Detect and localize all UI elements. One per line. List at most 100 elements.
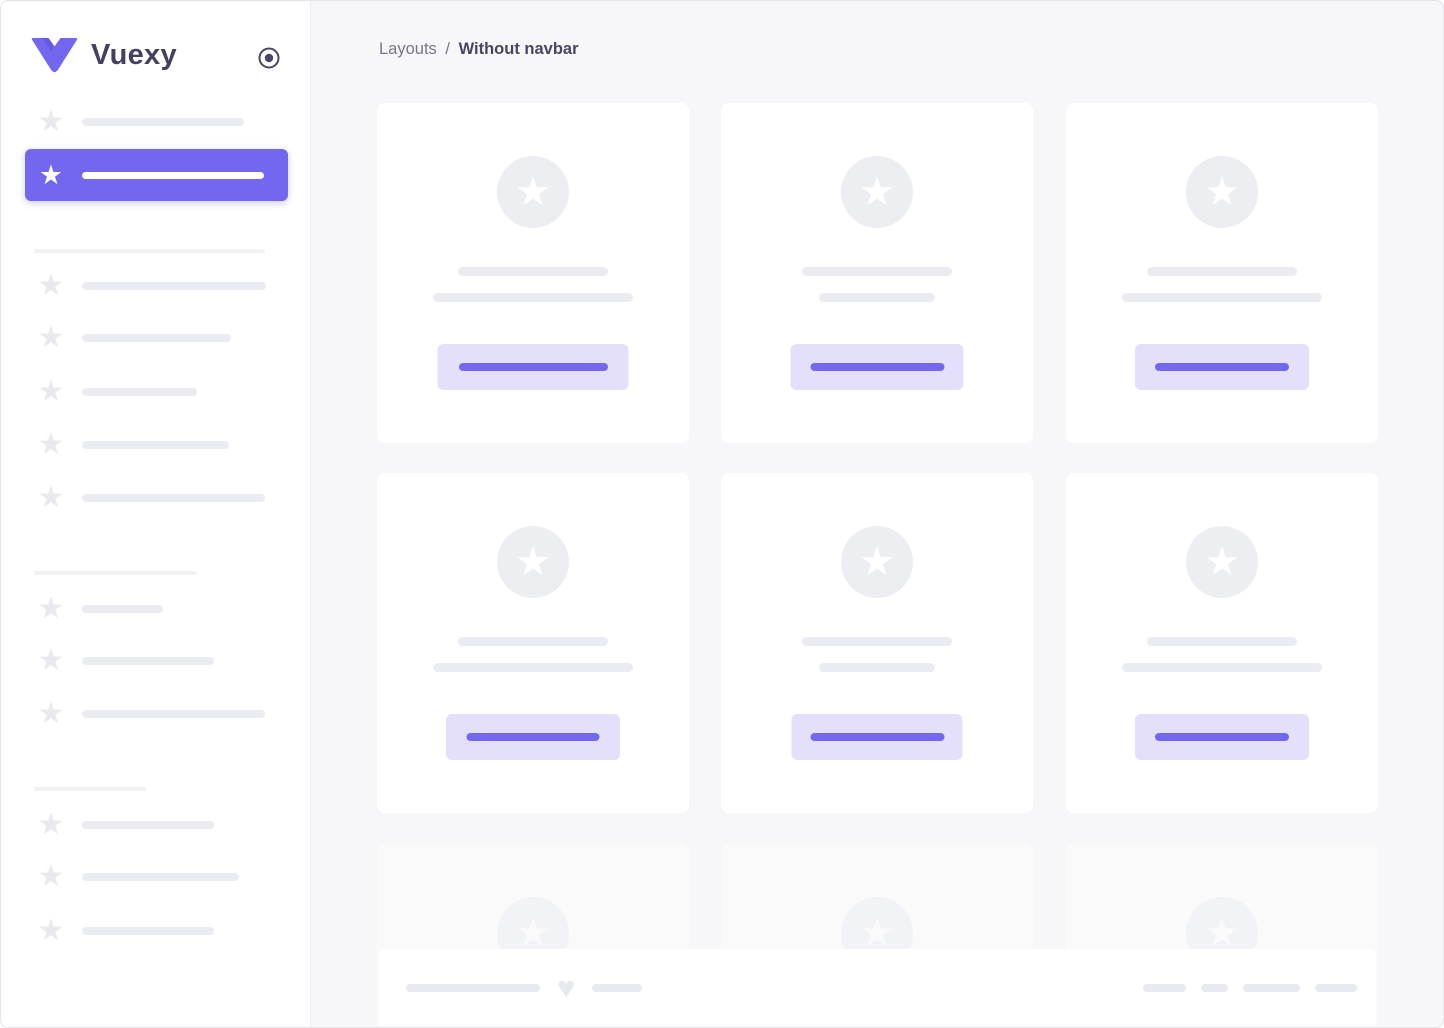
sidebar-item[interactable]: ★ xyxy=(25,366,288,418)
menu-label-skeleton xyxy=(82,282,266,290)
star-badge: ★ xyxy=(497,526,569,598)
sidebar-item[interactable]: ★ xyxy=(25,635,288,687)
radio-dot-icon[interactable] xyxy=(257,46,281,70)
text-line-skeleton xyxy=(433,663,633,672)
star-badge: ★ xyxy=(1186,156,1258,228)
sidebar: Vuexy ★ ★ ★ ★ ★ ★ ★ ★ ★ ★ ★ ★ ★ xyxy=(1,1,311,1027)
card-primary-button[interactable] xyxy=(437,344,629,390)
sidebar-item[interactable]: ★ xyxy=(25,799,288,851)
button-label-skeleton xyxy=(466,733,600,741)
card: ★ xyxy=(1066,473,1378,813)
footer-text-skeleton xyxy=(1243,984,1300,992)
menu-section-divider xyxy=(34,787,146,791)
star-icon: ★ xyxy=(37,697,65,730)
star-icon: ★ xyxy=(37,375,65,408)
sidebar-item[interactable]: ★ xyxy=(25,583,288,635)
text-line-skeleton xyxy=(1122,293,1322,302)
menu-label-skeleton xyxy=(82,171,264,179)
sidebar-item[interactable]: ★ xyxy=(25,260,288,312)
card-primary-button[interactable] xyxy=(790,344,964,390)
menu-label-skeleton xyxy=(82,657,214,665)
card: ★ xyxy=(721,473,1033,813)
star-badge: ★ xyxy=(841,156,913,228)
menu-section-divider xyxy=(34,249,265,253)
card-primary-button[interactable] xyxy=(1135,344,1309,390)
star-badge: ★ xyxy=(841,526,913,598)
menu-label-skeleton xyxy=(82,821,214,829)
star-icon: ★ xyxy=(1204,540,1240,584)
sidebar-item[interactable]: ★ xyxy=(25,312,288,364)
star-icon: ★ xyxy=(859,170,895,214)
breadcrumb-section[interactable]: Layouts xyxy=(379,40,437,58)
text-line-skeleton xyxy=(802,637,952,646)
star-icon: ★ xyxy=(37,321,65,354)
star-icon: ★ xyxy=(859,911,895,955)
menu-label-skeleton xyxy=(82,927,214,935)
sidebar-item[interactable]: ★ xyxy=(25,905,288,957)
card-primary-button[interactable] xyxy=(446,714,620,760)
breadcrumb-separator: / xyxy=(445,40,450,58)
text-line-skeleton xyxy=(1147,637,1297,646)
menu-label-skeleton xyxy=(82,441,229,449)
menu-label-skeleton xyxy=(82,388,197,396)
star-badge: ★ xyxy=(497,156,569,228)
sidebar-item-active[interactable]: ★ xyxy=(25,149,288,201)
card-primary-button[interactable] xyxy=(1135,714,1309,760)
menu-label-skeleton xyxy=(82,494,265,502)
card: ★ xyxy=(721,103,1033,443)
star-icon: ★ xyxy=(515,170,551,214)
text-line-skeleton xyxy=(1147,267,1297,276)
menu-label-skeleton xyxy=(82,605,163,613)
sidebar-item[interactable]: ★ xyxy=(25,851,288,903)
button-label-skeleton xyxy=(1155,363,1289,371)
text-line-skeleton xyxy=(1122,663,1322,672)
breadcrumb-current: Without navbar xyxy=(458,40,579,58)
footer-text-skeleton xyxy=(406,984,540,992)
card: ★ xyxy=(377,103,689,443)
button-label-skeleton xyxy=(458,363,608,371)
text-line-skeleton xyxy=(819,663,935,672)
star-icon: ★ xyxy=(37,481,65,514)
text-line-skeleton xyxy=(802,267,952,276)
menu-section-divider xyxy=(34,571,197,575)
footer-text-skeleton xyxy=(1315,984,1357,992)
footer-right-group xyxy=(1143,949,1357,1027)
button-label-skeleton xyxy=(810,733,944,741)
menu-label-skeleton xyxy=(82,118,244,126)
star-icon: ★ xyxy=(38,160,64,190)
footer-text-skeleton xyxy=(1201,984,1228,992)
star-icon: ★ xyxy=(859,540,895,584)
text-line-skeleton xyxy=(819,293,935,302)
brand-name: Vuexy xyxy=(91,39,177,71)
star-badge: ★ xyxy=(1186,526,1258,598)
footer-bar: ♥ xyxy=(379,949,1376,1027)
star-icon: ★ xyxy=(37,269,65,302)
breadcrumb: Layouts / Without navbar xyxy=(379,40,579,59)
star-icon: ★ xyxy=(515,540,551,584)
menu-label-skeleton xyxy=(82,710,265,718)
star-icon: ★ xyxy=(1204,170,1240,214)
card-primary-button[interactable] xyxy=(791,714,963,760)
vuexy-logo-icon xyxy=(31,38,78,73)
sidebar-header: Vuexy xyxy=(1,1,310,101)
star-icon: ★ xyxy=(37,105,65,138)
button-label-skeleton xyxy=(810,363,944,371)
sidebar-item[interactable]: ★ xyxy=(25,96,288,148)
menu-label-skeleton xyxy=(82,873,239,881)
sidebar-menu: ★ ★ ★ ★ ★ ★ ★ ★ ★ ★ ★ ★ ★ xyxy=(1,1,310,1027)
star-icon: ★ xyxy=(37,644,65,677)
star-icon: ★ xyxy=(37,428,65,461)
text-line-skeleton xyxy=(433,293,633,302)
card: ★ xyxy=(1066,103,1378,443)
sidebar-item[interactable]: ★ xyxy=(25,688,288,740)
card: ★ xyxy=(377,473,689,813)
sidebar-item[interactable]: ★ xyxy=(25,472,288,524)
footer-text-skeleton xyxy=(1143,984,1186,992)
star-icon: ★ xyxy=(37,592,65,625)
button-label-skeleton xyxy=(1155,733,1289,741)
star-icon: ★ xyxy=(1204,911,1240,955)
footer-text-skeleton xyxy=(592,984,643,992)
star-icon: ★ xyxy=(515,911,551,955)
sidebar-item[interactable]: ★ xyxy=(25,419,288,471)
